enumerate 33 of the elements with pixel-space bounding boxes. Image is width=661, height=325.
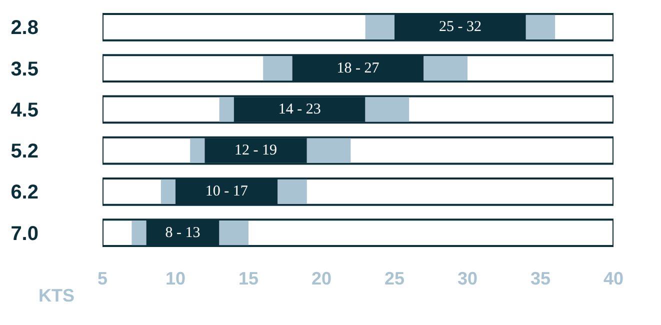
bar <box>424 56 468 81</box>
x-tick-label: 30 <box>457 268 478 288</box>
annotation: 14 - 23 <box>278 101 321 118</box>
y-tick-label: 7.0 <box>10 222 39 245</box>
x-tick-label: 15 <box>238 268 259 288</box>
annotation: 12 - 19 <box>234 142 278 159</box>
bar <box>190 138 205 163</box>
bar <box>160 179 176 204</box>
bar <box>263 56 292 81</box>
bar <box>365 14 394 40</box>
y-tick-label: 2.8 <box>10 17 39 40</box>
x-tick-label: 20 <box>311 268 332 288</box>
bar <box>278 179 307 204</box>
bar <box>132 220 146 246</box>
bar <box>526 14 556 40</box>
bar <box>219 220 248 246</box>
bar <box>365 97 410 122</box>
y-tick-label: 6.2 <box>10 182 39 204</box>
x-tick-label: 10 <box>165 268 186 288</box>
y-tick-label: 5.2 <box>10 140 39 163</box>
annotation: 10 - 17 <box>205 184 248 200</box>
x-tick-label: 40 <box>603 268 624 288</box>
annotation: 25 - 32 <box>438 19 482 36</box>
annotation: 8 - 13 <box>165 224 200 241</box>
x-tick-label: 25 <box>384 268 405 288</box>
y-tick-label: 4.5 <box>10 99 39 122</box>
x-tick-label: 5 <box>97 268 108 288</box>
annotation: 18 - 27 <box>336 60 380 76</box>
x-axis-title: KTS <box>38 286 74 306</box>
x-tick-label: 35 <box>530 268 551 288</box>
bar <box>306 138 351 163</box>
bar <box>219 97 234 122</box>
y-tick-label: 3.5 <box>10 58 39 80</box>
